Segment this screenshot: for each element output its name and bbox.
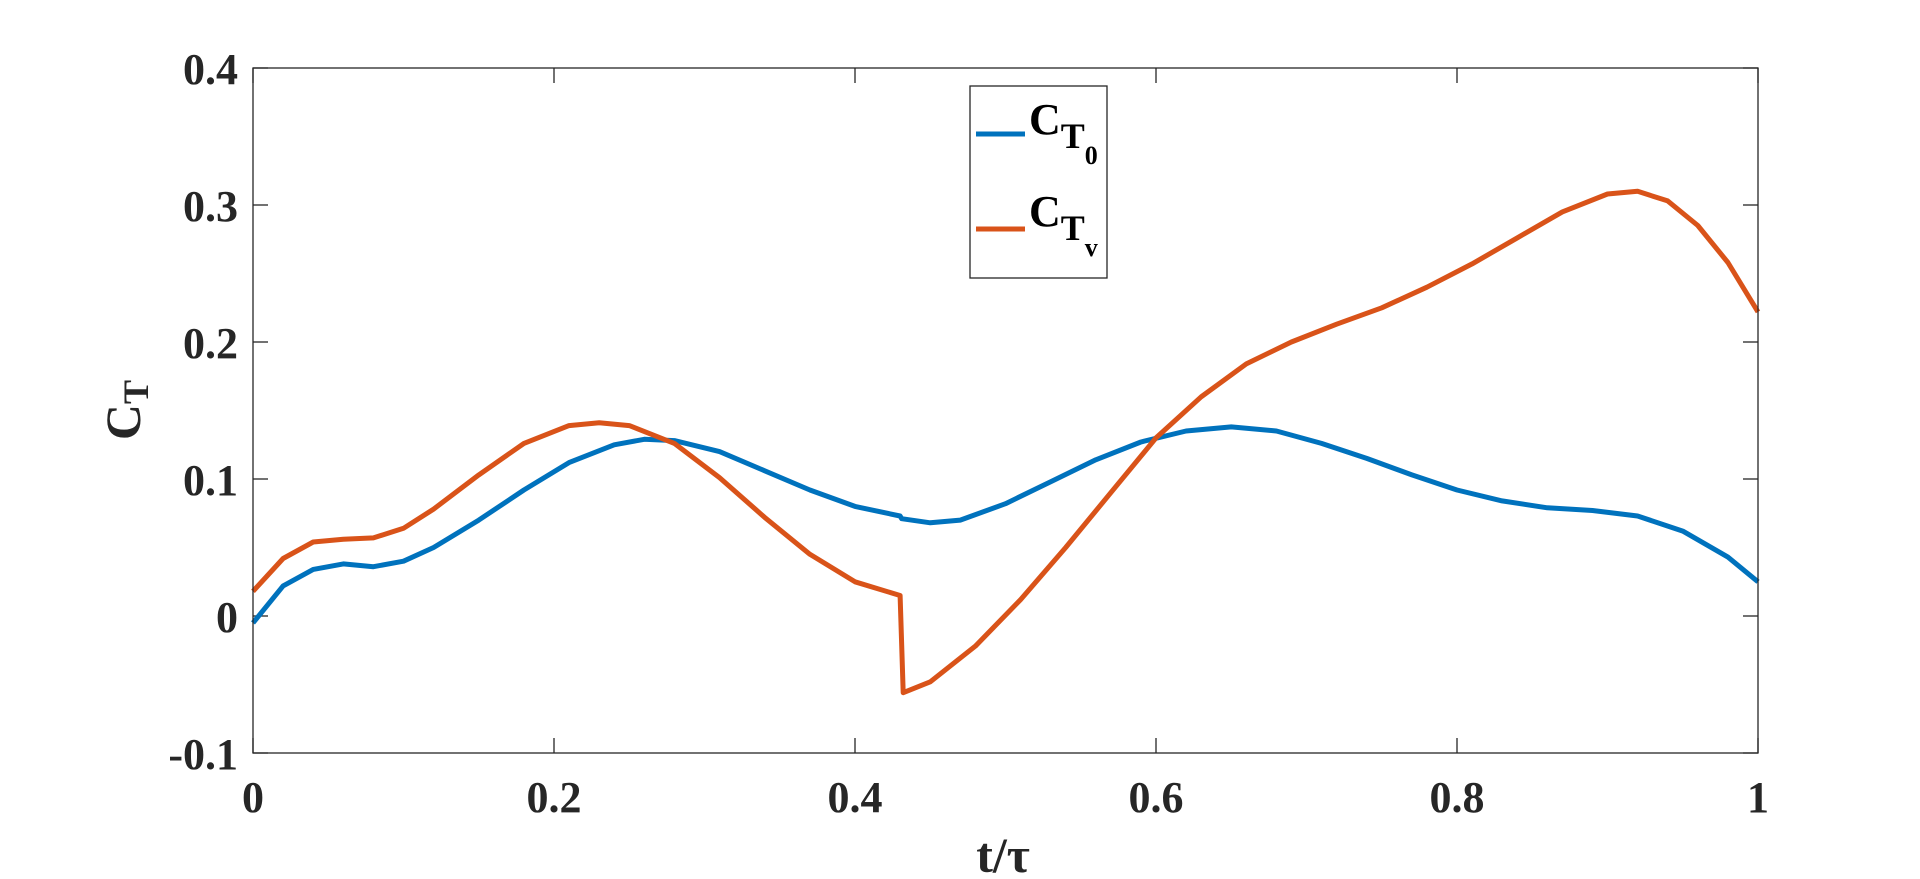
series-line-ct0 [251,424,1760,625]
y-tick-label: 0 [216,593,238,642]
x-tick-label: 0.4 [828,773,883,822]
legend: CT0 CTv [969,85,1108,279]
y-axis-label-sub: T [116,380,156,404]
series-line-ctv [251,188,1761,696]
x-tick-label: 0.6 [1129,773,1184,822]
y-tick-label: 0.3 [183,182,238,231]
legend-label-ctv: CTv [1029,187,1098,262]
y-tick-labels: -0.1 0 0.1 0.2 0.3 0.4 [168,45,238,779]
y-tick-label: -0.1 [168,730,238,779]
x-axis-label: t/τ [976,827,1030,879]
y-axis-label-main: C [95,404,151,440]
legend-label-ct0: CT0 [1029,95,1098,170]
legend-box [969,85,1108,279]
x-tick-label: 1 [1747,773,1769,822]
x-tick-label: 0.2 [527,773,582,822]
y-tick-label: 0.1 [183,456,238,505]
lines-layer [251,188,1761,696]
y-tick-label: 0.4 [183,45,238,94]
x-tick-labels: 0 0.2 0.4 0.6 0.8 1 [242,773,1769,822]
y-tick-label: 0.2 [183,319,238,368]
x-tick-label: 0.8 [1430,773,1485,822]
y-axis-label: CT [95,380,156,440]
plot-frame [252,67,1759,754]
x-tick-label: 0 [242,773,264,822]
